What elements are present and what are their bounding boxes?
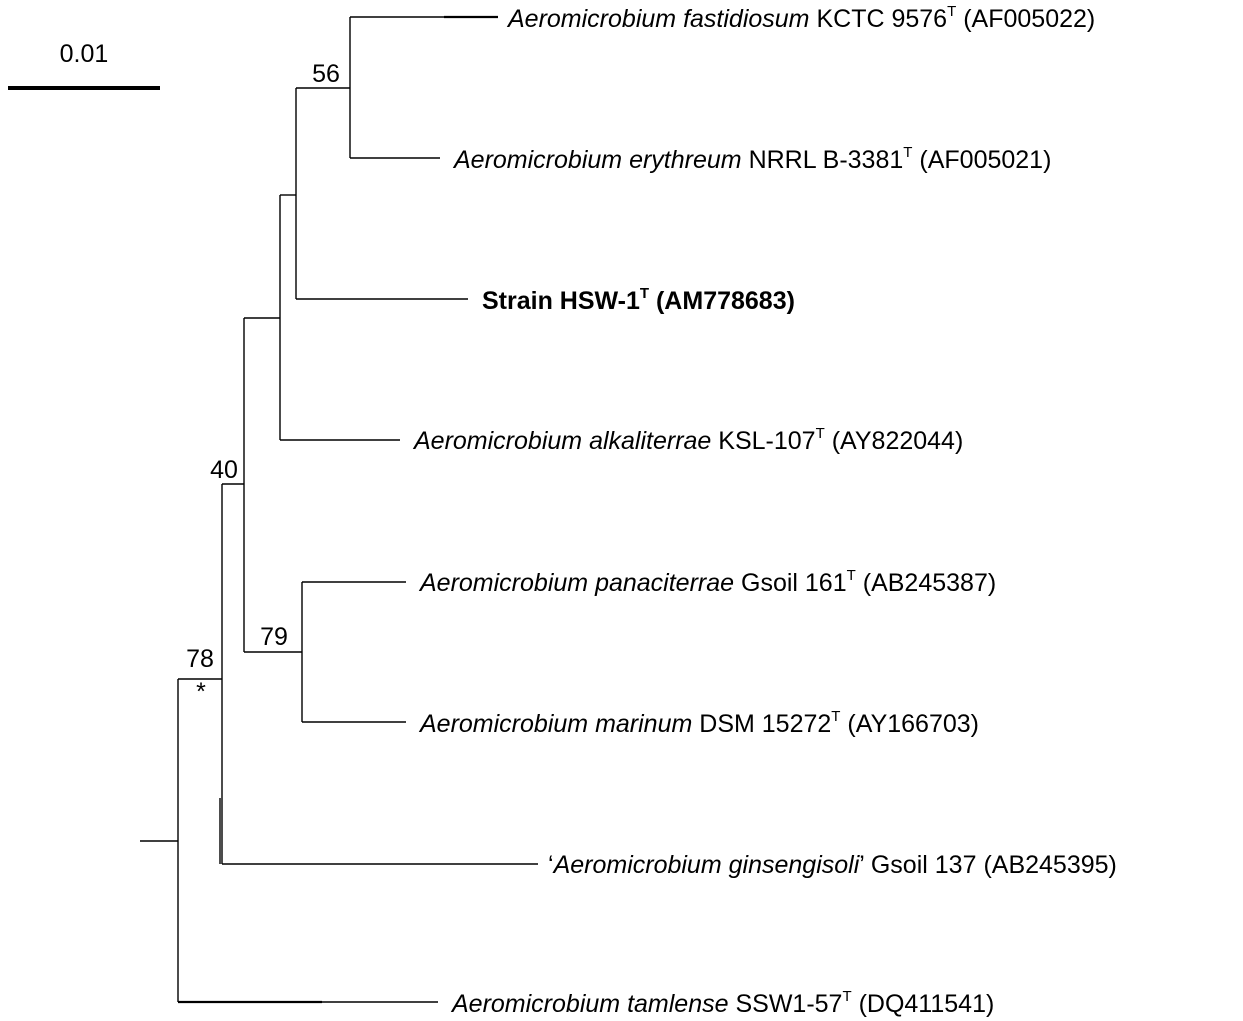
label-fastidiosum: Aeromicrobium fastidiosum KCTC 9576T (AF…: [506, 0, 1095, 33]
label-marinum-epithet: marinum: [595, 710, 692, 738]
label-alkaliterrae-accession: (AY822044): [832, 427, 964, 455]
label-panaciterrae-accession: (AB245387): [863, 569, 996, 597]
label-fastidiosum-genus: Aeromicrobium: [506, 5, 676, 33]
label-erythreum-epithet: erythreum: [629, 146, 742, 174]
label-marinum-genus: Aeromicrobium: [418, 710, 588, 738]
label-hsw1-name: Strain HSW-1: [482, 287, 640, 315]
label-tamlense-genus: Aeromicrobium: [450, 990, 620, 1018]
bootstrap-78-mark: *: [196, 678, 206, 706]
label-marinum: Aeromicrobium marinum DSM 15272T (AY1667…: [418, 699, 979, 738]
label-fastidiosum-accession: (AF005022): [963, 5, 1095, 33]
label-tamlense-strain: SSW1-57: [735, 990, 842, 1018]
label-alkaliterrae-epithet: alkaliterrae: [589, 427, 711, 455]
label-fastidiosum-type: T: [947, 3, 956, 20]
label-hsw1-type: T: [640, 285, 649, 302]
label-tamlense: Aeromicrobium tamlense SSW1-57T (DQ41154…: [450, 979, 994, 1018]
label-panaciterrae-type: T: [847, 567, 856, 584]
label-tamlense-accession: (DQ411541): [859, 990, 995, 1018]
label-marinum-accession: (AY166703): [847, 710, 979, 738]
scale-bar-label: 0.01: [60, 40, 109, 68]
label-hsw1: Strain HSW-1T (AM778683): [482, 276, 795, 315]
label-ginsengisoli-epithet: ginsengisoli: [729, 851, 861, 879]
label-erythreum-type: T: [903, 144, 912, 161]
label-ginsengisoli-close-quote: ’: [859, 851, 864, 879]
label-erythreum-genus: Aeromicrobium: [452, 146, 622, 174]
label-fastidiosum-epithet: fastidiosum: [683, 5, 809, 33]
label-ginsengisoli-strain: Gsoil 137: [871, 851, 977, 879]
label-ginsengisoli: ‘Aeromicrobium ginsengisoli’ Gsoil 137 (…: [548, 851, 1117, 879]
label-fastidiosum-strain: KCTC 9576: [816, 5, 947, 33]
bootstrap-56: 56: [312, 60, 340, 88]
label-tamlense-epithet: tamlense: [627, 990, 728, 1018]
bootstrap-40: 40: [210, 456, 238, 484]
label-panaciterrae-epithet: panaciterrae: [594, 569, 734, 597]
label-hsw1-accession: (AM778683): [656, 287, 795, 315]
label-panaciterrae-genus: Aeromicrobium: [418, 569, 588, 597]
label-alkaliterrae-type: T: [816, 425, 825, 442]
bootstrap-78: 78: [186, 645, 214, 673]
label-alkaliterrae-genus: Aeromicrobium: [412, 427, 582, 455]
bootstrap-79: 79: [260, 623, 288, 651]
label-erythreum-accession: (AF005021): [919, 146, 1051, 174]
label-tamlense-type: T: [842, 988, 851, 1005]
label-erythreum-strain: NRRL B-3381: [749, 146, 904, 174]
label-erythreum: Aeromicrobium erythreum NRRL B-3381T (AF…: [452, 135, 1051, 174]
label-ginsengisoli-open-quote: ‘: [548, 851, 554, 879]
label-ginsengisoli-accession: (AB245395): [983, 851, 1116, 879]
label-alkaliterrae-strain: KSL-107: [718, 427, 815, 455]
label-ginsengisoli-genus: Aeromicrobium: [552, 851, 722, 879]
label-panaciterrae: Aeromicrobium panaciterrae Gsoil 161T (A…: [418, 558, 996, 597]
label-marinum-strain: DSM 15272: [699, 710, 831, 738]
label-panaciterrae-strain: Gsoil 161: [741, 569, 847, 597]
label-marinum-type: T: [831, 708, 840, 725]
label-alkaliterrae: Aeromicrobium alkaliterrae KSL-107T (AY8…: [412, 416, 963, 455]
